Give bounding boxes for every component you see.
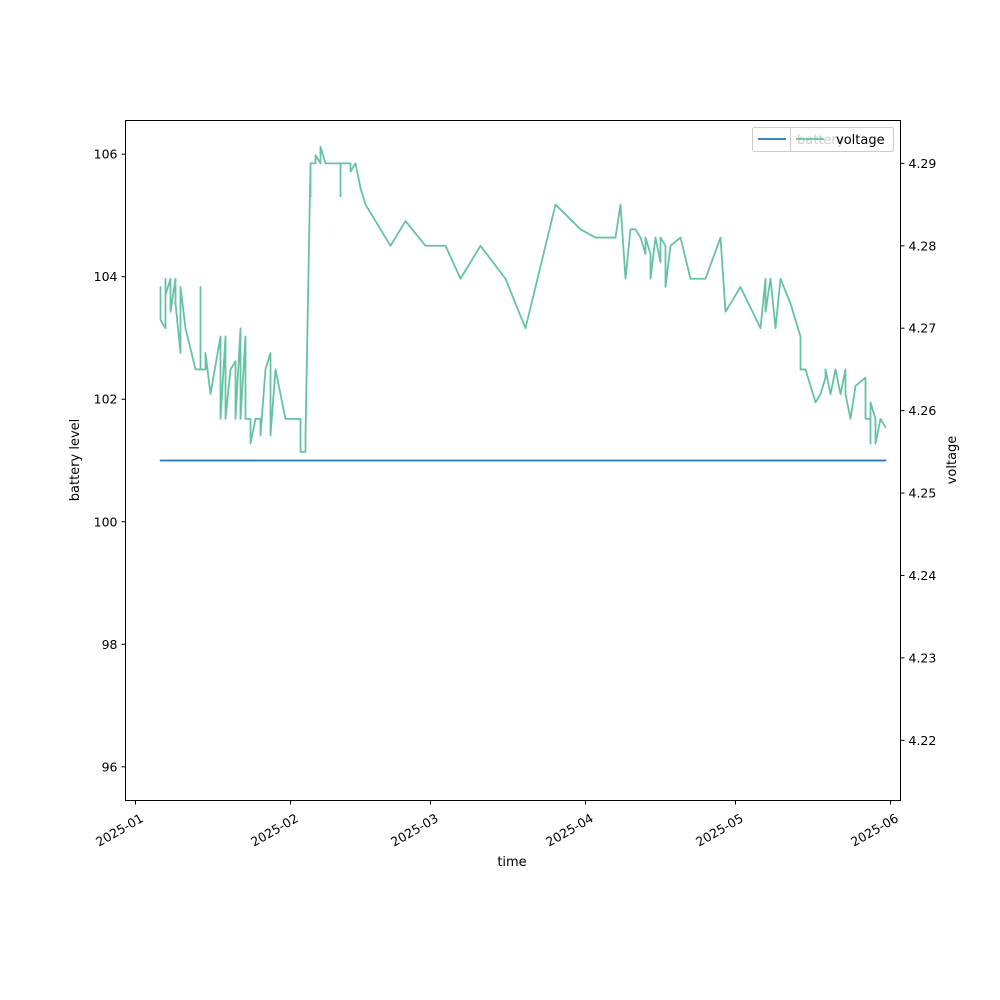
y-right-tick-label: 4.22 (909, 733, 937, 748)
series-layer (159, 145, 887, 462)
y-left-tick-label: 96 (102, 759, 118, 774)
y-left-tick-label: 98 (102, 637, 118, 652)
y-right-tick-label: 4.27 (909, 321, 937, 336)
series-line-voltage (159, 145, 887, 453)
legend-voltage-label: voltage (836, 133, 885, 148)
y-right-tick-label: 4.25 (909, 486, 937, 501)
y-right-tick-label: 4.23 (909, 650, 937, 665)
plot-frame (125, 120, 901, 801)
y-right-tick-label: 4.24 (909, 568, 937, 583)
y-right-tick-label: 4.26 (909, 403, 937, 418)
legend-voltage-box (790, 127, 894, 152)
legend-voltage: voltage (790, 127, 894, 152)
y-axis-left: 96 98 100 102 104 106 (94, 147, 126, 774)
y-left-tick-label: 102 (94, 392, 118, 407)
y-axis-right: 4.22 4.23 4.24 4.25 4.26 4.27 4.28 4.29 (900, 156, 937, 748)
y-left-tick-label: 100 (94, 514, 118, 529)
y-axis-right-title: voltage (945, 436, 960, 485)
x-axis-title: time (497, 855, 526, 870)
y-right-tick-label: 4.28 (909, 238, 937, 253)
y-left-tick-label: 106 (94, 147, 118, 162)
y-axis-left-title: battery level (68, 419, 83, 502)
y-left-tick-label: 104 (94, 269, 118, 284)
y-right-tick-label: 4.29 (909, 156, 937, 171)
